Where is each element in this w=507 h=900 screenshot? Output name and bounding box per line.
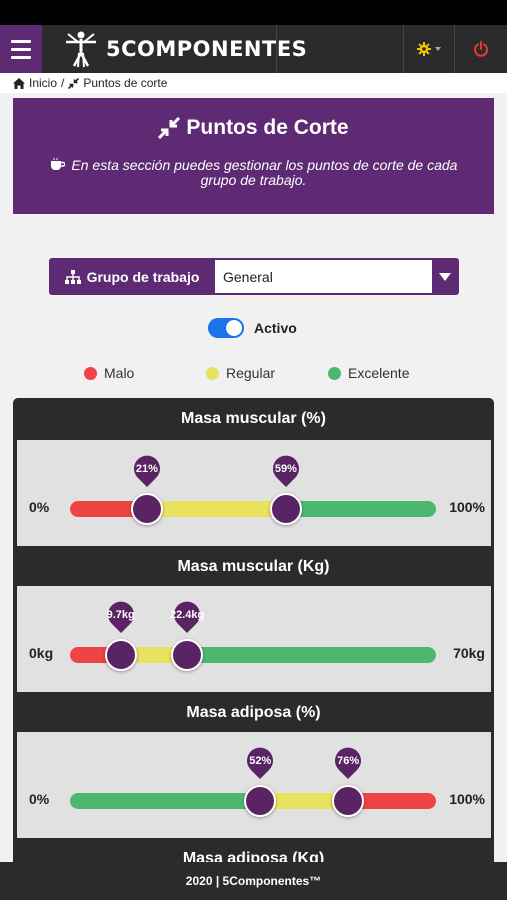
breadcrumb-home-link[interactable]: Inicio [29,76,58,90]
slider-min-label: 0% [29,499,50,515]
slider-muscle-kg: 0kg 70kg 9.7kg 22.4kg [17,586,491,692]
slider-value-pin: 76% [332,746,364,780]
slider-value-label: 59% [274,463,297,475]
compress-arrows-icon [158,117,181,139]
home-icon [13,77,25,89]
legend-label: Malo [104,365,135,381]
footer: 2020 | 5Componentes™ [0,862,507,900]
nav-divider [454,25,455,73]
track-segment-red [70,501,147,517]
slider-handle[interactable] [130,493,163,525]
slider-fat-percent: 0% 100% 52% 76% [17,732,491,838]
coffee-icon [50,158,65,170]
slider-value-label: 9.7kg [106,609,135,621]
track-segment-yellow [146,501,286,517]
breadcrumb-separator: / [61,76,65,90]
sitemap-icon [64,269,81,284]
work-group-selector: Grupo de trabajo General [49,258,459,295]
nav-divider [403,25,404,73]
slider-min-label: 0kg [29,645,54,661]
page-subtitle: En esta sección puedes gestionar los pun… [43,158,464,188]
menu-bar-icon [11,39,31,43]
track-segment-red [348,793,436,809]
slider-max-label: 100% [449,791,485,807]
power-icon [474,41,488,57]
slider-value-label: 22.4kg [169,609,205,621]
legend-label: Excelente [348,365,410,381]
breadcrumb-current: Puntos de corte [83,76,168,90]
chevron-down-icon [435,47,441,51]
toggle-knob [226,320,242,336]
hamburger-menu-button[interactable] [0,25,42,73]
active-toggle-row: Activo [208,317,297,339]
top-navbar: 5COMPONENTES [0,25,507,73]
app-logo[interactable]: 5COMPONENTES [64,30,307,68]
active-toggle[interactable] [208,318,244,338]
yellow-dot-icon [206,366,219,380]
green-dot-icon [328,366,341,380]
caret-down-icon [438,272,451,281]
slider-value-pin: 21% [131,454,163,488]
page-subtitle-text: En esta sección puedes gestionar los pun… [71,157,458,188]
logo-text: 5COMPONENTES [106,37,308,61]
work-group-selected-value: General [223,268,273,285]
slider-handle[interactable] [104,639,137,671]
section-title-muscle-percent: Masa muscular (%) [181,410,326,427]
track-segment-yellow [260,793,349,809]
cutoff-points-panel: Masa muscular (%) 0% 100% 21% 59% Masa mu… [13,398,494,868]
work-group-label: Grupo de trabajo [49,258,215,295]
legend-item-malo: Malo [84,365,134,381]
vitruvian-man-icon [66,31,96,68]
legend-item-excelente: Excelente [328,365,409,381]
compress-arrows-icon [68,77,80,89]
track-segment-yellow [120,647,188,663]
slider-handle[interactable] [244,785,277,817]
slider-value-pin: 9.7kg [105,600,137,634]
slider-track[interactable] [70,501,436,517]
slider-max-label: 100% [449,499,485,515]
slider-max-label: 70kg [453,645,485,661]
slider-handle[interactable] [269,493,302,525]
slider-value-pin: 59% [270,454,302,488]
legend-item-regular: Regular [206,365,275,381]
slider-min-label: 0% [29,791,50,807]
page-header: Puntos de Corte En esta sección puedes g… [13,98,494,214]
slider-track[interactable] [70,793,436,809]
menu-bar-icon [11,55,31,59]
settings-dropdown-button[interactable] [404,25,454,73]
work-group-select[interactable]: General [215,258,459,295]
section-title-fat-percent: Masa adiposa (%) [186,704,321,721]
slider-muscle-percent: 0% 100% 21% 59% [17,440,491,546]
slider-value-label: 21% [135,463,158,475]
page-title-text: Puntos de Corte [186,116,349,139]
slider-value-label: 52% [249,755,272,767]
work-group-label-text: Grupo de trabajo [86,268,200,285]
slider-value-pin: 52% [244,746,276,780]
legend-label: Regular [226,365,276,381]
slider-handle[interactable] [171,639,204,671]
slider-value-pin: 22.4kg [170,600,204,634]
nav-divider [276,25,277,73]
select-dropdown-button[interactable] [432,260,457,293]
status-bar [0,0,507,25]
track-segment-green [187,647,436,663]
logout-button[interactable] [455,25,507,73]
menu-bar-icon [11,47,31,51]
red-dot-icon [84,366,97,380]
slider-handle[interactable] [332,785,365,817]
active-toggle-label: Activo [254,320,297,336]
track-segment-green [70,793,261,809]
page-title: Puntos de Corte [13,116,494,140]
gear-icon [417,42,431,56]
breadcrumb: Inicio / Puntos de corte [0,73,507,93]
slider-value-label: 76% [337,755,360,767]
section-title-muscle-kg: Masa muscular (Kg) [177,558,330,575]
track-segment-green [285,501,436,517]
